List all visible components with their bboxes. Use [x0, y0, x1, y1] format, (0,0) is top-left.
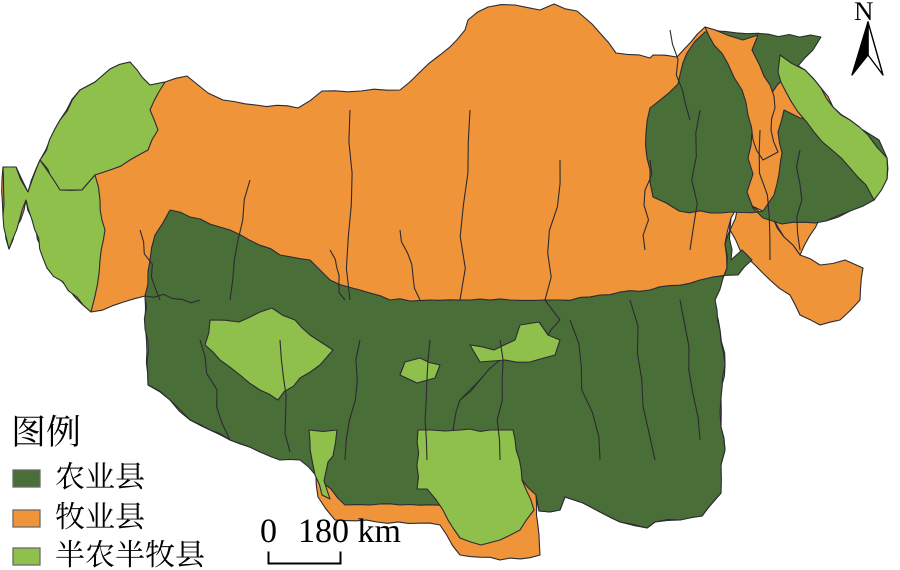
svg-text:农业县: 农业县: [55, 461, 145, 494]
svg-text:图例: 图例: [11, 413, 81, 452]
svg-text:180 km: 180 km: [298, 513, 401, 550]
svg-text:牧业县: 牧业县: [55, 501, 145, 534]
svg-text:0: 0: [260, 513, 277, 550]
svg-text:N: N: [854, 0, 874, 26]
svg-text:半农半牧县: 半农半牧县: [55, 539, 205, 570]
